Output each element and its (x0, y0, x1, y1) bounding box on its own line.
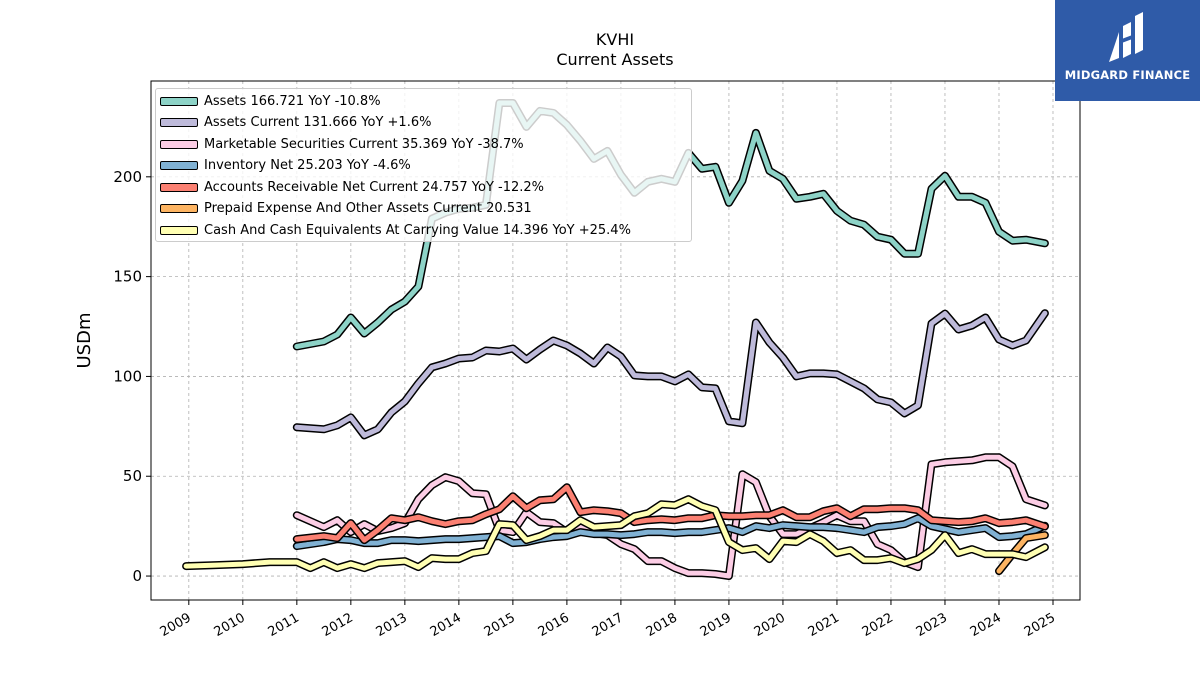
x-tick-label: 2019 (698, 610, 734, 640)
chart-subtitle: Current Assets (556, 50, 674, 69)
x-tick-label: 2011 (266, 610, 302, 640)
legend-label: Assets 166.721 YoY -10.8% (204, 93, 381, 109)
x-tick-label: 2022 (860, 610, 896, 640)
legend-swatch (160, 139, 198, 149)
y-tick-label: 100 (113, 367, 142, 385)
legend-swatch (160, 225, 198, 235)
legend-item: Assets Current 131.666 YoY +1.6% (160, 113, 431, 133)
y-axis-label: USDm (74, 313, 95, 369)
x-tick-label: 2013 (374, 610, 410, 640)
legend-item: Inventory Net 25.203 YoY -4.6% (160, 156, 411, 176)
legend-item: Accounts Receivable Net Current 24.757 Y… (160, 177, 544, 197)
legend-swatch (160, 118, 198, 127)
y-tick-label: 0 (132, 567, 142, 585)
chart-title: KVHI (595, 30, 635, 49)
y-tick-label: 200 (113, 168, 142, 186)
legend-item: Assets 166.721 YoY -10.8% (160, 91, 381, 111)
legend: Assets 166.721 YoY -10.8% Assets Current … (155, 88, 692, 242)
chart-title-block: KVHI Current Assets (0, 30, 1200, 70)
legend-label: Inventory Net 25.203 YoY -4.6% (204, 158, 411, 173)
plot-frame (150, 80, 1081, 601)
legend-label: Accounts Receivable Net Current 24.757 Y… (204, 179, 545, 195)
legend-label: Prepaid Expense And Other Assets Current… (204, 201, 532, 216)
legend-swatch (160, 161, 198, 170)
logo-mark-icon (1109, 12, 1143, 62)
legend-item: Prepaid Expense And Other Assets Current… (160, 199, 532, 219)
legend-label: Marketable Securities Current 35.369 YoY… (204, 136, 524, 152)
legend-swatch (160, 96, 198, 106)
midgard-finance-logo: MIDGARD FINANCE (1055, 0, 1200, 101)
x-tick-label: 2024 (968, 610, 1004, 640)
x-tick-label: 2021 (806, 610, 842, 640)
legend-item: Marketable Securities Current 35.369 YoY… (160, 134, 524, 154)
x-tick-label: 2025 (1022, 610, 1058, 640)
series-line-6 (183, 496, 1048, 571)
x-tick-label: 2018 (644, 610, 680, 640)
legend-label: Cash And Cash Equivalents At Carrying Va… (204, 222, 631, 238)
x-tick-label: 2017 (590, 610, 626, 640)
series-line-4 (294, 484, 1048, 543)
legend-swatch (160, 182, 198, 192)
series-line-1 (294, 310, 1048, 438)
legend-label: Assets Current 131.666 YoY +1.6% (204, 115, 432, 130)
x-tick-label: 2010 (212, 610, 248, 640)
series-line-5 (996, 532, 1048, 574)
series-line-2 (294, 454, 1048, 579)
x-tick-label: 2009 (158, 610, 194, 640)
x-tick-label: 2016 (536, 610, 572, 640)
x-tick-label: 2023 (914, 610, 950, 640)
legend-swatch (160, 204, 198, 213)
x-tick-label: 2020 (752, 610, 788, 640)
x-tick-label: 2014 (428, 610, 464, 640)
y-tick-label: 50 (123, 467, 142, 485)
x-tick-label: 2015 (482, 610, 518, 640)
x-tick-label: 2012 (320, 610, 356, 640)
legend-item: Cash And Cash Equivalents At Carrying Va… (160, 220, 631, 240)
y-tick-label: 150 (113, 268, 142, 286)
series-line-3 (294, 515, 1048, 549)
logo-text: MIDGARD FINANCE (1064, 68, 1191, 82)
